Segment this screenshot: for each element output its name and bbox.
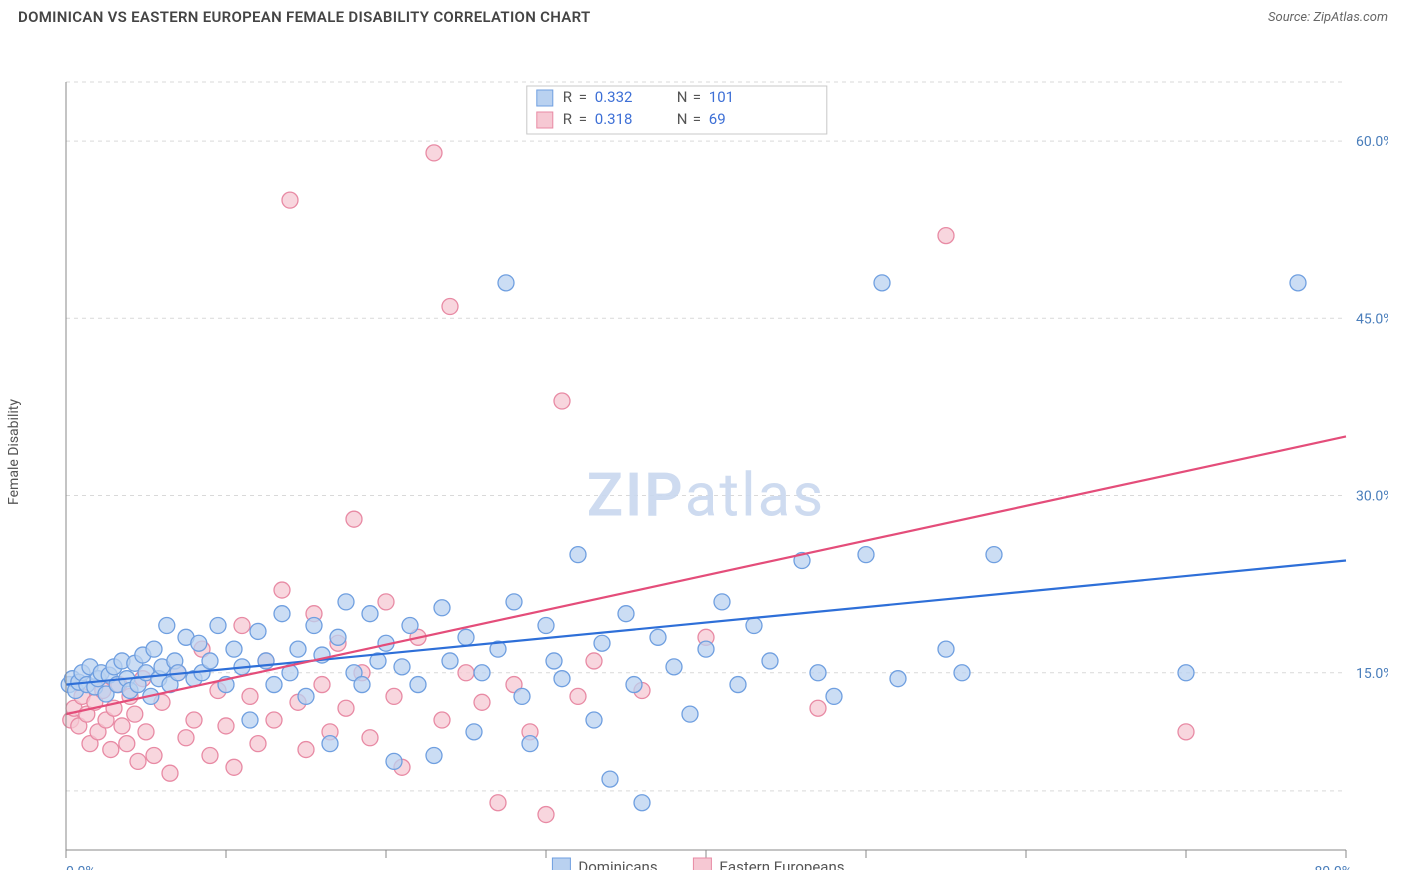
svg-text:60.0%: 60.0% — [1356, 134, 1388, 150]
svg-text:N: N — [677, 110, 688, 128]
svg-text:R: R — [563, 88, 572, 106]
svg-text:=: = — [579, 110, 587, 128]
chart-header: DOMINICAN VS EASTERN EUROPEAN FEMALE DIS… — [0, 0, 1406, 30]
source-prefix: Source: — [1268, 10, 1313, 25]
svg-text:=: = — [579, 88, 587, 106]
svg-text:101: 101 — [709, 88, 734, 106]
svg-text:0.332: 0.332 — [595, 88, 633, 106]
svg-text:N: N — [677, 88, 688, 106]
y-axis-label: Female Disability — [6, 399, 22, 505]
svg-text:Eastern Europeans: Eastern Europeans — [719, 858, 844, 870]
svg-text:0.0%: 0.0% — [66, 864, 96, 870]
svg-text:0.318: 0.318 — [595, 110, 633, 128]
scatter-chart: ZIPatlas 0.0% 80.0% 15.0% 30.0% 45.0% 60.0% R = 0… — [18, 30, 1388, 870]
svg-text:=: = — [693, 88, 701, 106]
svg-text:80.0%: 80.0% — [1314, 864, 1352, 870]
source-name: ZipAtlas.com — [1313, 10, 1388, 25]
chart-title: DOMINICAN VS EASTERN EUROPEAN FEMALE DIS… — [18, 8, 591, 26]
svg-text:R: R — [563, 110, 572, 128]
svg-text:30.0%: 30.0% — [1356, 489, 1388, 505]
svg-text:ZIPatlas: ZIPatlas — [587, 460, 826, 531]
svg-text:=: = — [693, 110, 701, 128]
svg-text:Dominicans: Dominicans — [578, 858, 657, 870]
svg-text:15.0%: 15.0% — [1356, 666, 1388, 682]
svg-text:69: 69 — [709, 110, 726, 128]
chart-container: Female Disability ZIPatlas0.0%80.0%15.0%… — [18, 30, 1388, 874]
chart-source: Source: ZipAtlas.com — [1268, 10, 1388, 25]
svg-text:45.0%: 45.0% — [1356, 311, 1388, 327]
